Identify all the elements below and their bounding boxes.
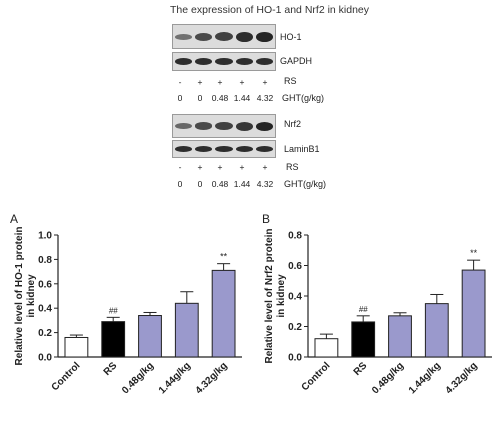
- y-tick-label: 0.0: [288, 353, 302, 364]
- rs-label: RS: [284, 76, 297, 86]
- blot-band: [194, 146, 213, 152]
- lane-label: +: [217, 162, 223, 172]
- gapdh-blot-label: GAPDH: [280, 56, 313, 66]
- lane-label: 4.32: [256, 179, 274, 189]
- lane-label: 0: [197, 179, 203, 189]
- nrf2-blot-image: [172, 114, 276, 138]
- blot-band: [174, 33, 192, 40]
- bar: [64, 336, 89, 358]
- y-tick-label: 0.6: [38, 279, 52, 290]
- y-tick-label: 0.4: [288, 292, 302, 303]
- lane-rs-row: - + + + +: [0, 162, 500, 174]
- lane-label: +: [217, 77, 223, 87]
- lane-label: 1.44: [233, 179, 251, 189]
- significance-marker: **: [470, 248, 478, 258]
- y-tick-label: 0.6: [288, 261, 302, 272]
- lane-label: 0.48: [211, 93, 229, 103]
- panel-letter-b: B: [262, 212, 271, 226]
- x-tick-label: RS: [102, 360, 120, 378]
- panel-letter-a: A: [10, 212, 19, 226]
- lane-label: 1.44: [233, 93, 251, 103]
- blot-band: [235, 121, 254, 131]
- x-tick-label: 4.32g/kg: [194, 360, 230, 396]
- laminb1-blot-label: LaminB1: [284, 144, 320, 154]
- lane-label: 0: [177, 179, 183, 189]
- blot-band: [194, 122, 213, 130]
- ho1-blot-image: [172, 24, 276, 49]
- significance-marker: ##: [109, 306, 118, 315]
- significance-marker: **: [220, 252, 228, 262]
- lane-label: +: [239, 162, 245, 172]
- y-axis-label: Relative level of Nrf2 proteinin kidney: [264, 228, 287, 363]
- gapdh-blot-image: [172, 52, 276, 71]
- x-tick-label: 1.44g/kg: [157, 360, 193, 396]
- blot-band: [215, 58, 233, 65]
- blot-band: [256, 31, 274, 42]
- y-tick-label: 0.2: [38, 328, 52, 339]
- bar: [314, 338, 339, 358]
- y-tick-label: 1.0: [38, 231, 52, 242]
- lane-rs-row: - + + + +: [0, 77, 500, 89]
- lane-ght-row: 0 0 0.48 1.44 4.32: [0, 179, 500, 191]
- bar: [351, 321, 376, 358]
- blot-band: [215, 146, 233, 152]
- lane-label: -: [178, 162, 182, 172]
- x-tick-label: 0.48g/kg: [120, 360, 156, 396]
- blot-band: [215, 32, 233, 41]
- x-tick-label: 1.44g/kg: [407, 360, 443, 396]
- lane-label: +: [262, 77, 268, 87]
- blot-band: [235, 58, 254, 65]
- ho1-blot-label: HO-1: [280, 32, 302, 42]
- x-tick-label: RS: [352, 360, 370, 378]
- bar: [101, 321, 126, 358]
- y-tick-label: 0.2: [288, 322, 302, 333]
- y-tick-label: 0.4: [38, 304, 52, 315]
- blot-band: [256, 121, 274, 131]
- figure-title: The expression of HO-1 and Nrf2 in kidne…: [170, 4, 370, 16]
- rs-label: RS: [286, 162, 299, 172]
- lane-label: -: [178, 77, 182, 87]
- y-tick-label: 0.8: [38, 255, 52, 266]
- lane-label: +: [239, 77, 245, 87]
- blot-band: [256, 146, 274, 152]
- blot-band: [174, 146, 192, 152]
- lane-label: 0.48: [211, 179, 229, 189]
- blot-band: [174, 58, 192, 65]
- bar: [388, 315, 412, 358]
- blot-band: [256, 58, 274, 65]
- x-tick-label: 0.48g/kg: [370, 360, 406, 396]
- significance-marker: ##: [359, 305, 368, 314]
- bar: [461, 269, 486, 358]
- x-tick-label: Control: [300, 360, 333, 393]
- blot-band: [215, 121, 233, 131]
- blot-band: [235, 146, 254, 152]
- bar: [138, 315, 162, 358]
- lane-ght-row: 0 0 0.48 1.44 4.32: [0, 93, 500, 105]
- blot-band: [174, 122, 192, 130]
- laminb1-blot-image: [172, 140, 276, 158]
- bar: [174, 302, 199, 358]
- y-tick-label: 0.8: [288, 231, 302, 242]
- blot-band: [194, 32, 213, 41]
- y-axis-label: Relative level of HO-1 proteinin kidney: [14, 227, 37, 366]
- blot-band: [235, 31, 254, 42]
- ght-label: GHT(g/kg): [282, 93, 325, 103]
- bar: [424, 303, 449, 358]
- lane-label: +: [197, 162, 203, 172]
- x-tick-label: Control: [50, 360, 83, 393]
- lane-label: 0: [197, 93, 203, 103]
- nrf2-blot-label: Nrf2: [284, 119, 302, 129]
- lane-label: +: [197, 77, 203, 87]
- blot-band: [194, 58, 213, 65]
- y-tick-label: 0.0: [38, 353, 52, 364]
- lane-label: +: [262, 162, 268, 172]
- x-tick-label: 4.32g/kg: [444, 360, 480, 396]
- lane-label: 4.32: [256, 93, 274, 103]
- bar: [211, 269, 236, 358]
- ght-label: GHT(g/kg): [284, 179, 327, 189]
- lane-label: 0: [177, 93, 183, 103]
